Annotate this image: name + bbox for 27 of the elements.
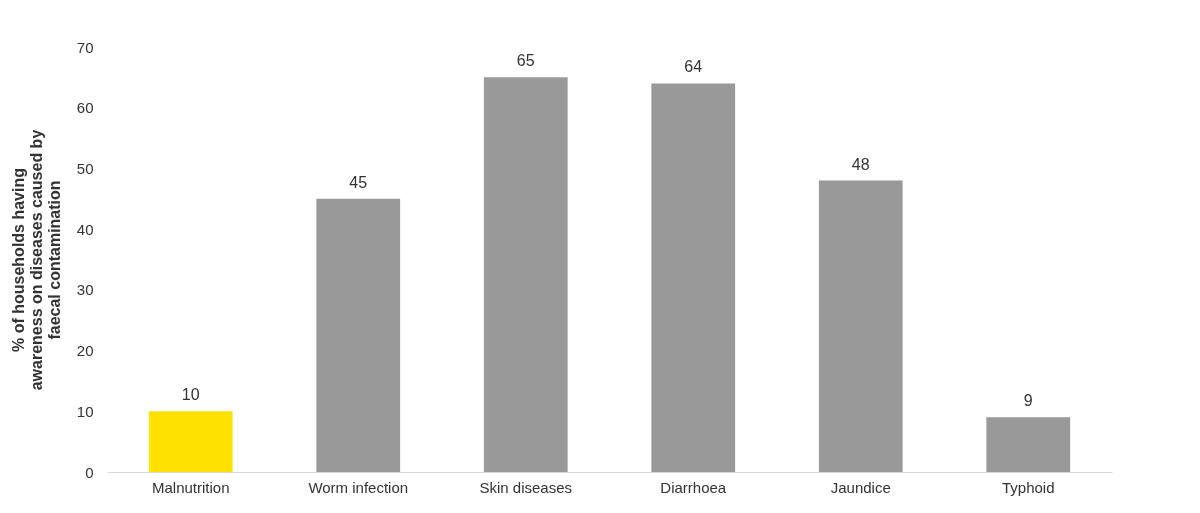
bar [986,417,1071,472]
x-tick-label: Worm infection [308,478,409,496]
y-tick-label: 70 [76,38,94,56]
data-label: 45 [349,173,368,191]
y-tick-label: 30 [76,281,94,299]
x-tick-label: Typhoid [1001,478,1055,496]
y-tick-label: 10 [76,402,94,420]
y-tick-label: 60 [76,99,94,117]
data-label: 64 [684,58,703,76]
bar [316,198,401,472]
data-label: 9 [1023,392,1033,410]
x-tick-label: Skin diseases [479,478,573,496]
data-label: 65 [516,52,535,70]
x-tick-label: Malnutrition [151,478,230,496]
y-tick-label: 20 [76,342,94,360]
data-label: 10 [181,386,200,404]
x-tick-label: Diarrhoea [660,478,727,496]
y-tick-label: 0 [85,463,94,481]
bar [818,180,903,472]
bar [148,411,233,472]
y-tick-label: 50 [76,159,94,177]
bar [483,77,568,472]
y-axis-title: % of households having awareness on diseases caused by faecal contamination [9,129,63,391]
y-tick-label: 40 [76,220,94,238]
x-tick-label: Jaundice [830,478,891,496]
bar [651,83,736,472]
data-label: 48 [851,155,870,173]
